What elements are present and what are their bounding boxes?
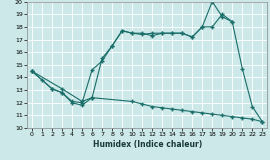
X-axis label: Humidex (Indice chaleur): Humidex (Indice chaleur) bbox=[93, 140, 202, 149]
